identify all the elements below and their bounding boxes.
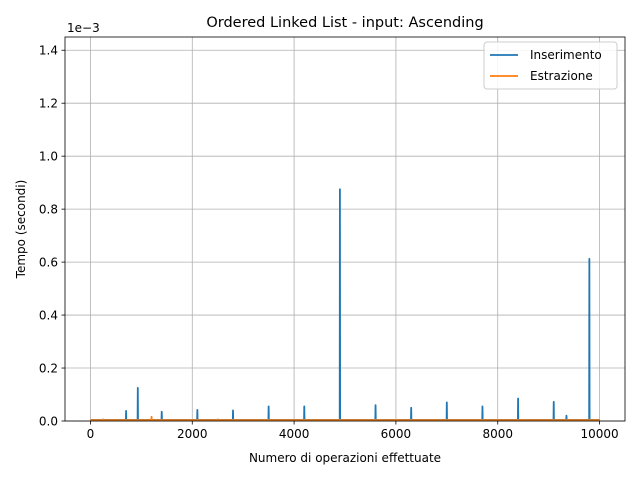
x-tick-label: 2000 bbox=[177, 427, 208, 441]
y-tick-label: 1.4 bbox=[39, 44, 58, 58]
x-tick-label: 4000 bbox=[279, 427, 310, 441]
series-layer bbox=[90, 188, 600, 422]
y-tick-label: 0.2 bbox=[39, 361, 58, 375]
chart-title: Ordered Linked List - input: Ascending bbox=[206, 15, 483, 31]
y-tick-label: 0.8 bbox=[39, 202, 58, 216]
y-tick-label: 0.4 bbox=[39, 308, 58, 322]
ticks: 0 2000 4000 6000 8000 10000 0.0 0.2 0.4 0.6 0.8 1.0… bbox=[39, 44, 619, 441]
y-tick-label: 1.2 bbox=[39, 97, 58, 111]
x-tick-label: 6000 bbox=[381, 427, 412, 441]
legend-box bbox=[483, 41, 618, 90]
legend: Inserimento Estrazione bbox=[483, 41, 618, 90]
x-tick-label: 0 bbox=[87, 427, 95, 441]
grid bbox=[65, 37, 625, 422]
series-line-estrazione bbox=[90, 415, 600, 422]
legend-label-inserimento: Inserimento bbox=[530, 48, 602, 62]
x-axis-label: Numero di operazioni effettuate bbox=[249, 451, 441, 465]
x-tick-label: 8000 bbox=[482, 427, 513, 441]
y-axis-label: Tempo (secondi) bbox=[14, 180, 28, 280]
y-tick-label: 0.0 bbox=[39, 414, 58, 428]
x-tick-label: 10000 bbox=[580, 427, 618, 441]
legend-label-estrazione: Estrazione bbox=[530, 69, 593, 83]
series-line-inserimento bbox=[90, 188, 600, 421]
y-tick-label: 1.0 bbox=[39, 149, 58, 163]
y-scale-label: 1e−3 bbox=[67, 21, 100, 35]
plot-frame bbox=[64, 36, 626, 422]
y-tick-label: 0.6 bbox=[39, 255, 58, 269]
